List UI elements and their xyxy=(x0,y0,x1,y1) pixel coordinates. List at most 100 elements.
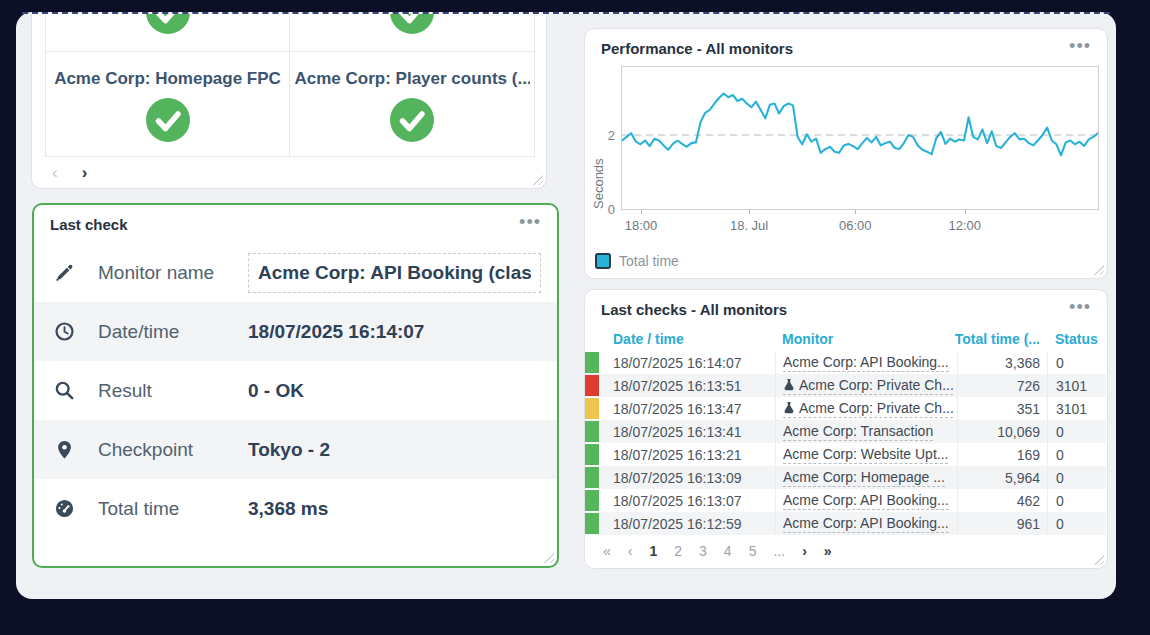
monitor-tile[interactable]: Acme Corp: Homepage FPC xyxy=(46,52,290,156)
monitor-link[interactable]: Acme Corp: API Booking... xyxy=(783,354,949,372)
check-date-cell: 18/07/2025 16:13:47 xyxy=(599,397,775,420)
tiles-grid: Acme Corp: Homepage FPC Acme Corp: Player… xyxy=(45,14,535,157)
status-color-cell xyxy=(585,489,599,512)
check-date-cell: 18/07/2025 16:13:51 xyxy=(599,374,775,397)
monitor-link[interactable]: Acme Corp: Website Upt... xyxy=(783,446,948,464)
total-time-cell: 10,069 xyxy=(957,420,1047,443)
status-color-cell xyxy=(585,397,599,420)
x-tick-label: 18:00 xyxy=(625,218,658,233)
field-value: Acme Corp: API Booking (clas xyxy=(258,262,531,284)
total-time-cell: 726 xyxy=(957,374,1047,397)
column-header[interactable]: Total time (... xyxy=(957,326,1047,351)
check-circle-icon xyxy=(146,14,190,34)
table-row: 18/07/2025 16:12:59 Acme Corp: API Bookin… xyxy=(585,512,1106,535)
tiles-pagination: ‹ › xyxy=(52,163,87,183)
prev-page-button[interactable]: ‹ xyxy=(628,543,633,559)
checks-table: Date / timeMonitorTotal time (...Status1… xyxy=(585,326,1106,535)
panel-menu-icon[interactable]: ••• xyxy=(1069,301,1091,313)
status-code-cell: 0 xyxy=(1047,489,1106,512)
tiles-next-button[interactable]: › xyxy=(82,163,88,183)
check-date-cell: 18/07/2025 16:13:07 xyxy=(599,489,775,512)
status-code-cell: 3101 xyxy=(1047,374,1106,397)
page-button-5[interactable]: 5 xyxy=(749,543,757,559)
field-label: Date/time xyxy=(98,321,248,343)
check-date-cell: 18/07/2025 16:12:59 xyxy=(599,512,775,535)
clock-icon xyxy=(54,321,78,342)
monitor-link[interactable]: Acme Corp: Private Ch... xyxy=(783,400,953,418)
tiles-prev-button[interactable]: ‹ xyxy=(52,163,58,183)
last-check-fields: Monitor nameAcme Corp: API Booking (clas… xyxy=(34,243,557,538)
monitor-cell: Acme Corp: Website Upt... xyxy=(775,443,957,466)
x-axis-tick xyxy=(855,209,856,214)
last-check-field-row: CheckpointTokyo - 2 xyxy=(34,420,557,479)
monitor-link[interactable]: Acme Corp: Transaction xyxy=(783,423,933,441)
resize-grip[interactable] xyxy=(544,553,554,563)
last-check-field-row: Result0 - OK xyxy=(34,361,557,420)
status-color-square xyxy=(585,444,599,465)
x-tick-label: 06:00 xyxy=(839,218,872,233)
total-time-cell: 5,964 xyxy=(957,466,1047,489)
monitor-cell: Acme Corp: API Booking... xyxy=(775,512,957,535)
monitor-link[interactable]: Acme Corp: API Booking... xyxy=(783,492,949,510)
last-check-panel: Last check ••• Monitor nameAcme Corp: AP… xyxy=(32,203,559,568)
check-circle-icon xyxy=(146,98,190,142)
status-color-cell xyxy=(585,420,599,443)
check-date-cell: 18/07/2025 16:14:07 xyxy=(599,351,775,374)
page-button-3[interactable]: 3 xyxy=(699,543,707,559)
last-page-button[interactable]: » xyxy=(824,543,832,559)
check-circle-icon xyxy=(390,98,434,142)
chart-legend-item[interactable]: Total time xyxy=(595,253,679,269)
resize-grip[interactable] xyxy=(533,175,543,185)
panel-title: Performance - All monitors xyxy=(601,40,793,57)
page-button-1[interactable]: 1 xyxy=(649,543,657,559)
field-value: 18/07/2025 16:14:07 xyxy=(248,321,424,343)
table-pagination: «‹12345...›» xyxy=(603,543,832,559)
panel-title: Last check xyxy=(50,216,128,233)
monitor-tile-cut[interactable] xyxy=(46,14,290,52)
next-page-button[interactable]: › xyxy=(802,543,807,559)
first-page-button[interactable]: « xyxy=(603,543,611,559)
y-axis-label: Seconds xyxy=(591,67,606,209)
monitor-tile-cut[interactable] xyxy=(290,14,534,52)
page-button-2[interactable]: 2 xyxy=(674,543,682,559)
monitor-link[interactable]: Acme Corp: Homepage ... xyxy=(783,469,945,487)
monitor-cell: Acme Corp: API Booking... xyxy=(775,489,957,512)
check-circle-icon xyxy=(390,14,434,34)
status-color-cell xyxy=(585,512,599,535)
resize-grip[interactable] xyxy=(1094,555,1104,565)
y-tick-label: 0 xyxy=(608,202,615,217)
total-time-cell: 351 xyxy=(957,397,1047,420)
monitor-link[interactable]: Acme Corp: API Booking... xyxy=(783,515,949,533)
panel-menu-icon[interactable]: ••• xyxy=(519,216,541,228)
monitor-cell: Acme Corp: Private Ch... xyxy=(775,397,957,420)
field-label: Total time xyxy=(98,498,248,520)
status-code-cell: 0 xyxy=(1047,466,1106,489)
dashboard: Acme Corp: Homepage FPC Acme Corp: Player… xyxy=(0,0,1150,635)
status-color-cell xyxy=(585,374,599,397)
last-check-field-row: Date/time18/07/2025 16:14:07 xyxy=(34,302,557,361)
status-code-cell: 3101 xyxy=(1047,397,1106,420)
column-header[interactable]: Date / time xyxy=(599,326,775,351)
status-color-cell xyxy=(585,443,599,466)
monitor-tile-label: Acme Corp: Homepage FPC xyxy=(54,69,281,89)
panel-menu-icon[interactable]: ••• xyxy=(1069,40,1091,52)
page-button-4[interactable]: 4 xyxy=(724,543,732,559)
monitor-tile-label: Acme Corp: Player counts (... xyxy=(295,69,530,89)
column-header[interactable]: Monitor xyxy=(775,326,957,351)
status-color-square xyxy=(585,375,599,396)
monitor-cell: Acme Corp: API Booking... xyxy=(775,351,957,374)
x-axis-tick xyxy=(641,209,642,214)
field-value: 0 - OK xyxy=(248,380,304,402)
resize-grip[interactable] xyxy=(1094,265,1104,275)
field-label: Result xyxy=(98,380,248,402)
monitor-link[interactable]: Acme Corp: Private Ch... xyxy=(783,377,953,395)
monitor-tile[interactable]: Acme Corp: Player counts (... xyxy=(290,52,534,156)
table-row: 18/07/2025 16:13:51 Acme Corp: Private Ch… xyxy=(585,374,1106,397)
table-row: 18/07/2025 16:14:07 Acme Corp: API Bookin… xyxy=(585,351,1106,374)
column-header[interactable]: Status xyxy=(1047,326,1106,351)
monitor-tiles-panel: Acme Corp: Homepage FPC Acme Corp: Player… xyxy=(31,14,547,189)
search-icon xyxy=(54,380,78,401)
map-pin-icon xyxy=(54,439,78,460)
last-checks-header: Last checks - All monitors ••• xyxy=(585,290,1107,322)
monitor-name-input[interactable]: Acme Corp: API Booking (clas xyxy=(248,253,541,293)
